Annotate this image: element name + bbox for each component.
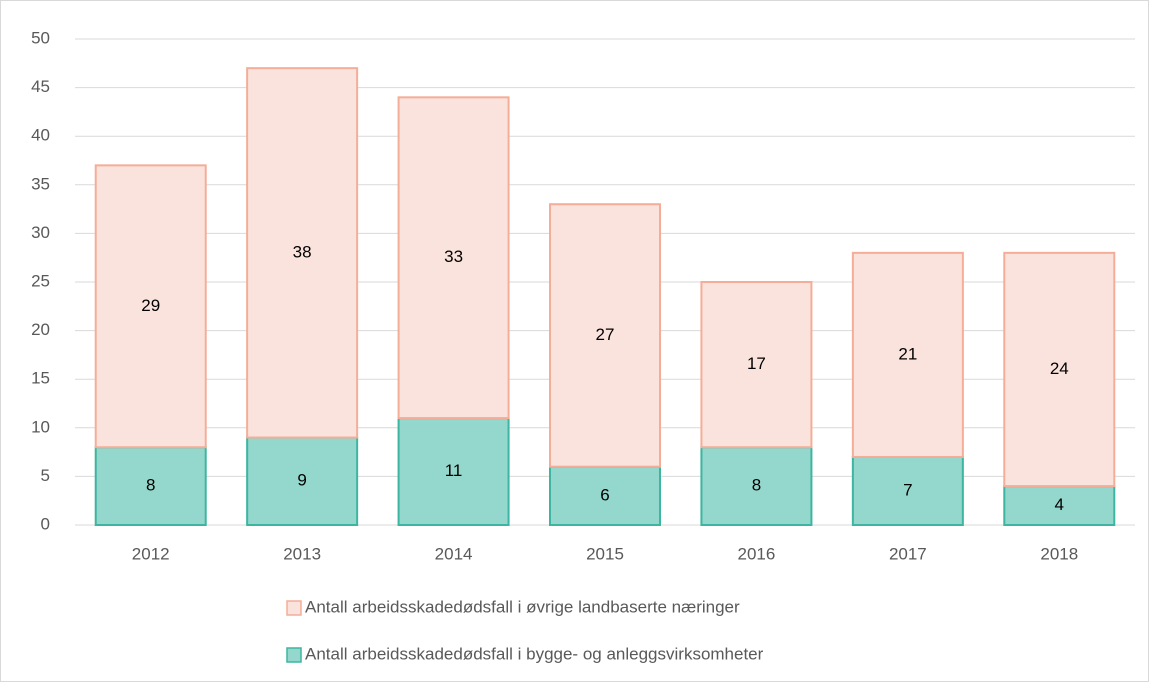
y-tick-label: 15 [31, 369, 50, 388]
y-tick-label: 30 [31, 223, 50, 242]
data-label: 21 [898, 344, 917, 363]
x-tick-label: 2012 [132, 544, 170, 563]
legend-label: Antall arbeidsskadedødsfall i øvrige lan… [305, 597, 740, 616]
y-tick-label: 5 [41, 466, 50, 485]
bar-segment [246, 436, 359, 526]
bar-segment [397, 96, 510, 420]
data-label: 24 [1050, 359, 1069, 378]
x-tick-label: 2014 [435, 544, 473, 563]
data-label: 38 [293, 242, 312, 261]
y-tick-label: 10 [31, 417, 50, 436]
bar-segment [94, 164, 207, 449]
x-tick-label: 2017 [889, 544, 927, 563]
bar-segment [851, 455, 964, 526]
y-tick-label: 45 [31, 77, 50, 96]
data-label: 8 [146, 476, 155, 495]
x-tick-label: 2013 [283, 544, 321, 563]
y-tick-label: 40 [31, 126, 50, 145]
bar-segment [700, 446, 813, 526]
x-tick-label: 2016 [738, 544, 776, 563]
bar-segment [549, 203, 661, 468]
y-tick-label: 35 [31, 174, 50, 193]
data-label: 9 [297, 471, 306, 490]
y-tick-label: 25 [31, 271, 50, 290]
legend-swatch [286, 600, 302, 616]
y-tick-label: 50 [31, 28, 50, 47]
y-tick-label: 0 [41, 514, 50, 533]
x-tick-label: 2015 [586, 544, 624, 563]
y-tick-label: 20 [31, 320, 50, 339]
bar-segment [1003, 251, 1116, 488]
legend-swatch [286, 647, 302, 663]
bar-segment [700, 281, 813, 449]
data-label: 27 [596, 325, 615, 344]
bar-segment [94, 446, 207, 526]
data-label: 29 [141, 296, 160, 315]
data-label: 33 [444, 247, 463, 266]
x-tick-label: 2018 [1040, 544, 1078, 563]
data-label: 11 [445, 461, 463, 480]
bar-segment [246, 67, 359, 439]
data-label: 7 [903, 480, 912, 499]
data-label: 8 [752, 476, 761, 495]
data-label: 17 [747, 354, 766, 373]
bar-segment [851, 251, 964, 458]
legend-label: Antall arbeidsskadedødsfall i bygge- og … [305, 644, 764, 663]
data-label: 6 [600, 485, 609, 504]
data-label: 4 [1055, 495, 1064, 514]
